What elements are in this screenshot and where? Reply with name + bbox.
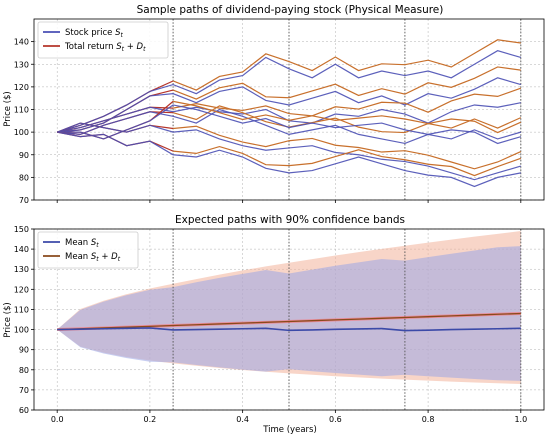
top-chart-total-return-path bbox=[173, 145, 522, 177]
bottom-chart-legend-box bbox=[37, 231, 139, 269]
bottom-chart-y-tick-label: 80 bbox=[19, 366, 29, 375]
top-chart-y-tick-label: 130 bbox=[14, 60, 29, 69]
bottom-chart-x-tick-label: 0.0 bbox=[51, 415, 64, 424]
bottom-chart-legend-label: Mean St bbox=[65, 238, 99, 249]
top-chart-stock-price-path bbox=[57, 131, 521, 188]
top-chart-y-tick-label: 120 bbox=[14, 83, 29, 92]
top-chart-total-return-path bbox=[172, 105, 522, 134]
bottom-chart-y-tick-label: 60 bbox=[19, 406, 29, 415]
top-chart-title: Sample paths of dividend-paying stock (P… bbox=[137, 4, 444, 16]
bottom-chart-y-tick-label: 100 bbox=[14, 326, 29, 335]
bottom-chart-series-group bbox=[57, 229, 522, 410]
top-chart-y-axis-label: Price ($) bbox=[3, 91, 13, 126]
bottom-chart-mean-stock-line bbox=[57, 327, 521, 332]
bottom-chart-y-tick-label: 140 bbox=[14, 245, 29, 254]
bottom-chart-y-tick-label: 90 bbox=[19, 346, 29, 355]
top-chart-y-tick-label: 90 bbox=[19, 151, 29, 160]
top-chart-plot-area: 70 80 90 100 110 120 130 140 Stock price St Total… bbox=[14, 18, 545, 205]
top-chart-y-tick-label: 70 bbox=[19, 196, 29, 205]
top-chart-legend-label: Stock price St bbox=[65, 28, 124, 39]
top-chart-y-tick-label: 100 bbox=[14, 128, 29, 137]
top-chart-total-return-path bbox=[172, 100, 522, 134]
top-chart-y-tick-label: 80 bbox=[19, 173, 29, 182]
bottom-chart-y-tick-label: 120 bbox=[14, 285, 29, 294]
top-chart-total-return-path bbox=[172, 39, 521, 91]
bottom-chart-y-axis-label: Price ($) bbox=[3, 302, 13, 337]
bottom-chart-x-tick-label: 0.2 bbox=[144, 415, 157, 424]
bottom-chart-y-tick-label: 130 bbox=[14, 265, 29, 274]
bottom-chart-legend-label: Mean St + Dt bbox=[65, 252, 121, 263]
bottom-chart-mean-total-line bbox=[57, 312, 521, 331]
bottom-chart-frame bbox=[33, 228, 545, 411]
top-chart-legend-box bbox=[37, 21, 169, 59]
bottom-chart-x-tick-label: 0.4 bbox=[236, 415, 249, 424]
bottom-chart-x-tick-label: 0.8 bbox=[422, 415, 435, 424]
top-chart-total-return-path bbox=[172, 66, 521, 100]
top-chart-series-group bbox=[56, 39, 522, 188]
bottom-chart-x-tick-label: 1.0 bbox=[514, 415, 527, 424]
top-chart-y-tick-label: 140 bbox=[14, 38, 29, 47]
top-chart-stock-price-path bbox=[57, 108, 521, 145]
bottom-chart-x-tick-label: 0.6 bbox=[329, 415, 342, 424]
top-chart-stock-price-path bbox=[57, 50, 521, 133]
bottom-chart-title: Expected paths with 90% confidence bands bbox=[175, 214, 405, 226]
top-chart-stock-price-path bbox=[56, 122, 521, 181]
bottom-chart-y-tick-label: 110 bbox=[14, 305, 29, 314]
top-chart-y-tick-label: 110 bbox=[14, 106, 29, 115]
top-chart-frame bbox=[33, 18, 545, 201]
bottom-chart-x-axis-label: Time (years) bbox=[262, 425, 317, 435]
bottom-chart-y-tick-label: 70 bbox=[19, 386, 29, 395]
top-chart-stock-price-path bbox=[57, 77, 521, 133]
top-chart-total-return-path bbox=[173, 125, 522, 170]
bottom-chart-plot-area: 60 70 80 90 100 110 120 130 140 150 0.0 0.2 0.4 0.6 0.… bbox=[14, 225, 545, 424]
bottom-chart-y-tick-label: 150 bbox=[14, 225, 29, 234]
top-chart-legend-label: Total return St + Dt bbox=[64, 42, 146, 53]
top-chart-stock-price-path bbox=[57, 104, 521, 145]
